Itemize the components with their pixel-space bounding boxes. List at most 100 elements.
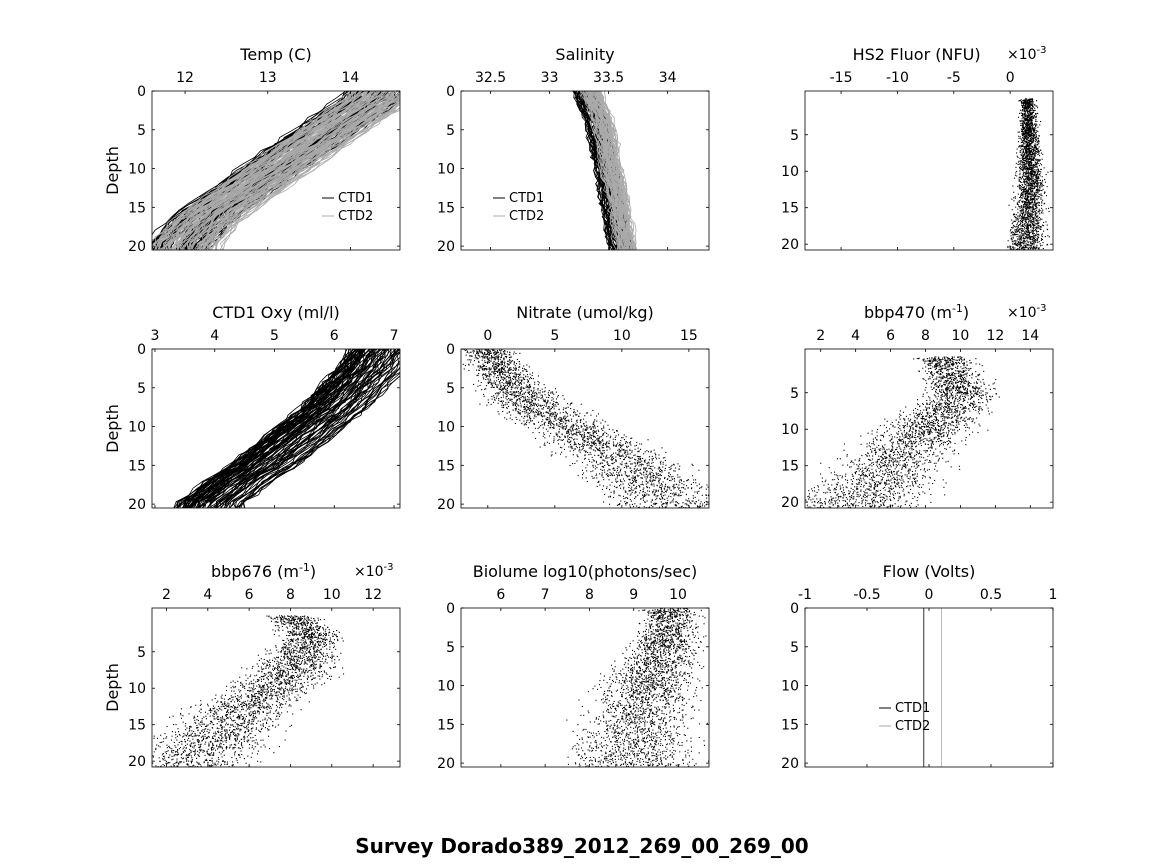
- data-point: [1034, 155, 1036, 157]
- data-point: [515, 408, 517, 410]
- data-point: [578, 428, 580, 430]
- data-point: [1022, 115, 1024, 117]
- data-point: [1035, 152, 1037, 154]
- data-point: [507, 383, 509, 385]
- x-tick-label: -10: [886, 70, 909, 86]
- data-point: [491, 385, 493, 387]
- data-point: [515, 367, 517, 369]
- data-point: [1032, 154, 1034, 156]
- data-point: [1028, 103, 1030, 105]
- data-point: [1030, 190, 1032, 192]
- data-point: [579, 432, 581, 434]
- series-line: [219, 349, 396, 508]
- data-point: [1021, 118, 1023, 120]
- data-point: [509, 381, 511, 383]
- data-point: [575, 431, 577, 433]
- data-point: [495, 362, 497, 364]
- data-point: [504, 353, 506, 355]
- data-point: [1027, 205, 1029, 207]
- data-point: [600, 456, 602, 458]
- data-point: [520, 387, 522, 389]
- data-point: [1037, 176, 1039, 178]
- data-point: [1028, 124, 1030, 126]
- data-point: [1029, 104, 1031, 106]
- data-point: [1017, 221, 1019, 223]
- data-point: [1015, 172, 1017, 174]
- data-point: [1024, 118, 1026, 120]
- data-point: [1030, 176, 1032, 178]
- data-point: [1025, 206, 1027, 208]
- data-point: [571, 426, 573, 428]
- data-point: [578, 415, 580, 417]
- data-point: [638, 469, 640, 471]
- data-point: [499, 373, 501, 375]
- data-point: [1021, 201, 1023, 203]
- data-point: [631, 477, 633, 479]
- data-point: [517, 378, 519, 380]
- data-point: [1014, 221, 1016, 223]
- data-point: [497, 375, 499, 377]
- data-point: [1026, 107, 1028, 109]
- data-point: [498, 353, 500, 355]
- data-point: [1029, 133, 1031, 135]
- data-point: [1012, 233, 1014, 235]
- data-point: [543, 400, 545, 402]
- data-point: [648, 490, 650, 492]
- data-point: [1028, 156, 1030, 158]
- data-point: [686, 500, 688, 502]
- data-point: [661, 497, 663, 499]
- data-point: [1022, 209, 1024, 211]
- data-point: [654, 479, 656, 481]
- series-line: [201, 91, 400, 250]
- data-point: [606, 487, 608, 489]
- data-point: [1037, 247, 1039, 249]
- data-point: [555, 432, 557, 434]
- data-point: [1023, 118, 1025, 120]
- data-point: [496, 384, 498, 386]
- data-point: [1030, 155, 1032, 157]
- data-point: [584, 415, 586, 417]
- data-point: [1031, 178, 1033, 180]
- data-point: [501, 388, 503, 390]
- data-point: [1019, 166, 1021, 168]
- series-line: [235, 363, 400, 508]
- data-point: [524, 423, 526, 425]
- data-point: [475, 352, 477, 354]
- data-point: [559, 446, 561, 448]
- data-point: [1020, 160, 1022, 162]
- data-point: [1022, 167, 1024, 169]
- data-point: [550, 455, 552, 457]
- data-point: [1034, 159, 1036, 161]
- data-point: [1013, 243, 1015, 245]
- data-point: [1032, 109, 1034, 111]
- data-point: [501, 401, 503, 403]
- data-point: [493, 351, 495, 353]
- data-point: [1027, 236, 1029, 238]
- data-point: [1027, 212, 1029, 214]
- data-point: [1025, 152, 1027, 154]
- data-point: [1025, 163, 1027, 165]
- data-point: [713, 502, 714, 503]
- data-point: [486, 404, 488, 406]
- data-point: [514, 378, 516, 380]
- data-point: [623, 439, 625, 441]
- data-point: [498, 369, 500, 371]
- data-point: [1042, 153, 1044, 155]
- data-point: [496, 395, 498, 397]
- data-point: [1020, 186, 1022, 188]
- data-point: [1030, 166, 1032, 168]
- data-point: [1035, 124, 1037, 126]
- data-point: [1042, 188, 1044, 190]
- data-point: [470, 351, 472, 353]
- data-point: [1034, 137, 1036, 139]
- data-point: [1028, 142, 1030, 144]
- data-point: [500, 357, 502, 359]
- data-point: [1030, 225, 1032, 227]
- data-point: [527, 380, 529, 382]
- data-point: [641, 477, 643, 479]
- data-point: [1035, 131, 1037, 133]
- data-point: [481, 352, 483, 354]
- data-point: [596, 438, 598, 440]
- data-point: [1024, 179, 1026, 181]
- data-point: [648, 462, 650, 464]
